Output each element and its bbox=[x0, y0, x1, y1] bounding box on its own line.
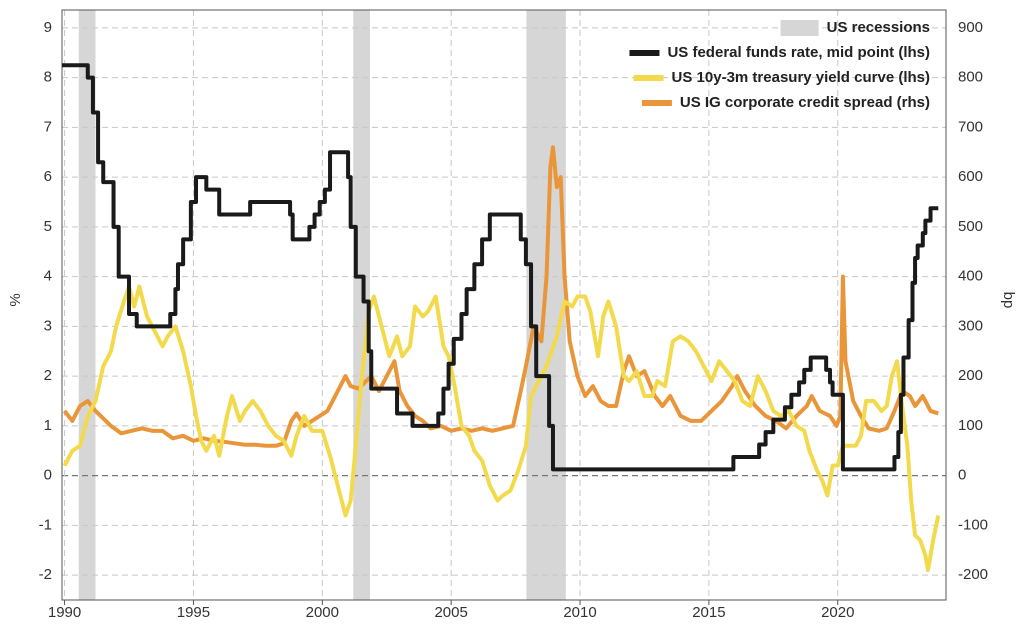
legend: US recessions US federal funds rate, mid … bbox=[629, 19, 930, 111]
y-tick-label: 8 bbox=[44, 69, 52, 86]
y2-tick-label: 200 bbox=[958, 367, 983, 384]
y-tick-label: 0 bbox=[44, 467, 52, 484]
y-tick-label: -2 bbox=[39, 566, 52, 583]
y2-tick-label: 500 bbox=[958, 218, 983, 235]
y2-axis-label: bp bbox=[1000, 292, 1017, 309]
recession-band bbox=[353, 10, 370, 600]
x-tick-label: 2010 bbox=[563, 604, 596, 621]
x-tick-label: 1990 bbox=[48, 604, 81, 621]
y2-tick-label: 100 bbox=[958, 417, 983, 434]
y-tick-label: -1 bbox=[39, 516, 52, 533]
x-tick-label: 2000 bbox=[306, 604, 339, 621]
x-tick-label: 2020 bbox=[821, 604, 854, 621]
y2-tick-label: 400 bbox=[958, 268, 983, 285]
y2-tick-label: 900 bbox=[958, 19, 983, 36]
y-tick-label: 4 bbox=[44, 268, 52, 285]
y-tick-label: 1 bbox=[44, 417, 52, 434]
legend-label: US federal funds rate, mid point (lhs) bbox=[667, 44, 930, 61]
x-tick-label: 2015 bbox=[692, 604, 725, 621]
y-tick-label: 6 bbox=[44, 168, 52, 185]
y2-tick-label: -200 bbox=[958, 566, 988, 583]
legend-swatch bbox=[780, 20, 819, 36]
y2-tick-label: 800 bbox=[958, 69, 983, 86]
plot-frame bbox=[61, 9, 947, 601]
legend-label: US recessions bbox=[827, 19, 930, 36]
y2-tick-label: 300 bbox=[958, 317, 983, 334]
y-tick-label: 2 bbox=[44, 367, 52, 384]
series-line bbox=[62, 284, 941, 573]
y-axis-label: % bbox=[7, 293, 24, 306]
y2-tick-label: 0 bbox=[958, 467, 966, 484]
series-line bbox=[62, 63, 939, 472]
y2-tick-label: 700 bbox=[958, 118, 983, 135]
recession-band bbox=[78, 10, 96, 600]
y2-tick-label: -100 bbox=[958, 516, 988, 533]
legend-label: US IG corporate credit spread (rhs) bbox=[680, 94, 930, 111]
x-tick-label: 2005 bbox=[434, 604, 467, 621]
y2-tick-label: 600 bbox=[958, 168, 983, 185]
y-tick-label: 9 bbox=[44, 19, 52, 36]
y-tick-label: 5 bbox=[44, 218, 52, 235]
y-tick-label: 3 bbox=[44, 317, 52, 334]
y-tick-label: 7 bbox=[44, 118, 52, 135]
x-tick-label: 1995 bbox=[177, 604, 210, 621]
legend-label: US 10y-3m treasury yield curve (lhs) bbox=[672, 69, 930, 86]
